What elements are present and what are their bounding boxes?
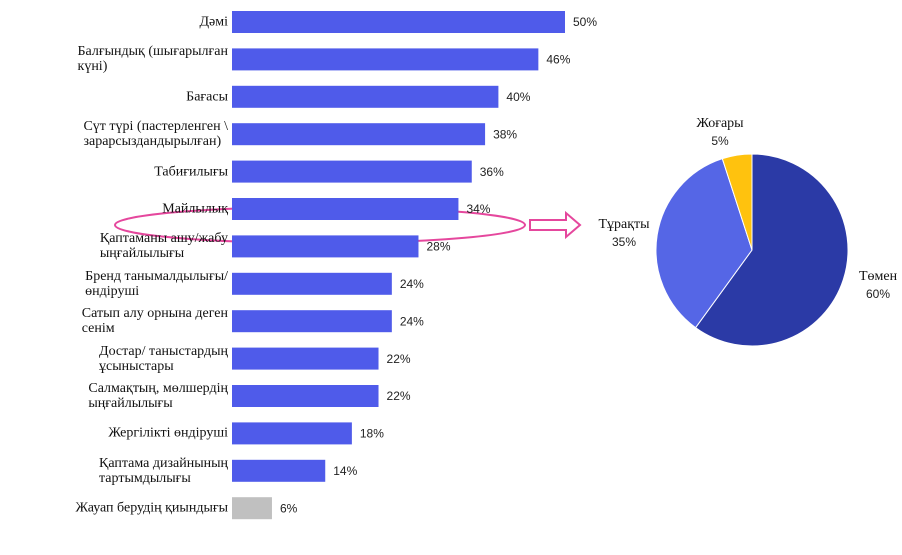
- slice-label: Төмен: [859, 269, 898, 284]
- category-text: Бағасы: [186, 89, 228, 105]
- pie-slice: [655, 158, 753, 329]
- category-text: Жергілікті өндіруші: [108, 425, 228, 441]
- value-label: 22%: [387, 389, 411, 403]
- bar: [232, 85, 499, 108]
- category-label: Сүт түрі (пастерленген \ зарарсыздандыры…: [0, 119, 228, 149]
- bar: [232, 422, 352, 445]
- slice-label: Жоғары: [696, 116, 744, 131]
- bar: [232, 198, 459, 220]
- category-text: Сатып алу орнына деген сенім: [81, 306, 228, 337]
- value-label: 34%: [466, 202, 490, 216]
- value-label: 28%: [426, 240, 450, 254]
- category-text: Бренд танымалдылығы/ өндіруші: [85, 268, 228, 299]
- category-text: Қаптаманы ашу/жабу ыңғайлылығы: [99, 231, 228, 262]
- category-text: Дәмі: [199, 14, 228, 30]
- category-label: Салмақтың, мөлшердің ыңғайлылығы: [0, 381, 228, 411]
- category-label: Майлылық: [0, 202, 228, 217]
- bar: [232, 160, 472, 183]
- slice-label: Тұрақты: [598, 217, 650, 232]
- arrow: [529, 210, 582, 240]
- value-label: 36%: [480, 165, 504, 179]
- value-label: 22%: [387, 352, 411, 366]
- category-text: Сүт түрі (пастерленген \ зарарсыздандыры…: [83, 119, 228, 150]
- value-label: 24%: [400, 314, 424, 328]
- pie-slice: [694, 153, 849, 347]
- value-label: 18%: [360, 427, 384, 441]
- value-label: 50%: [573, 15, 597, 29]
- bar: [232, 123, 486, 146]
- value-label: 24%: [400, 277, 424, 291]
- category-text: Салмақтың, мөлшердің ыңғайлылығы: [88, 381, 228, 411]
- category-label: Достар/ таныстардың ұсыныстары: [0, 344, 228, 374]
- category-label: Сатып алу орнына деген сенім: [0, 306, 228, 336]
- bar: [232, 459, 326, 482]
- slice-value: 60%: [866, 287, 890, 301]
- value-label: 46%: [546, 53, 570, 67]
- category-text: Достар/ таныстардың ұсыныстары: [99, 343, 228, 374]
- bar: [232, 48, 539, 71]
- slice-value: 5%: [711, 134, 729, 148]
- bar: [232, 497, 272, 520]
- bar: [232, 11, 565, 33]
- category-text: Жауап берудің қиындығы: [75, 500, 229, 516]
- category-label: Бағасы: [0, 89, 228, 104]
- category-label: Жауап берудің қиындығы: [0, 500, 229, 516]
- category-text: Майлылық: [162, 201, 228, 217]
- bar: [232, 235, 419, 258]
- category-label: Жергілікті өндіруші: [0, 426, 228, 441]
- category-text: Балғындық (шығарылған күні): [77, 44, 228, 75]
- pie-slice: [721, 153, 753, 251]
- category-label: Дәмі: [0, 15, 228, 30]
- category-label: Балғындық (шығарылған күні): [0, 44, 228, 74]
- value-label: 6%: [280, 501, 298, 515]
- value-label: 14%: [333, 464, 357, 478]
- category-label: Бренд танымалдылығы/ өндіруші: [0, 269, 228, 299]
- bar: [232, 272, 392, 295]
- category-label: Қаптама дизайнының тартымдылығы: [0, 456, 228, 486]
- value-label: 38%: [493, 127, 517, 141]
- value-label: 40%: [506, 90, 530, 104]
- bar: [232, 385, 379, 407]
- slice-value: 35%: [612, 235, 636, 249]
- bar: [232, 310, 392, 333]
- bar: [232, 347, 379, 370]
- category-label: Табиғилығы: [0, 164, 228, 179]
- category-text: Қаптама дизайнының тартымдылығы: [99, 455, 228, 486]
- category-text: Табиғилығы: [154, 164, 228, 180]
- category-label: Қаптаманы ашу/жабу ыңғайлылығы: [0, 231, 228, 261]
